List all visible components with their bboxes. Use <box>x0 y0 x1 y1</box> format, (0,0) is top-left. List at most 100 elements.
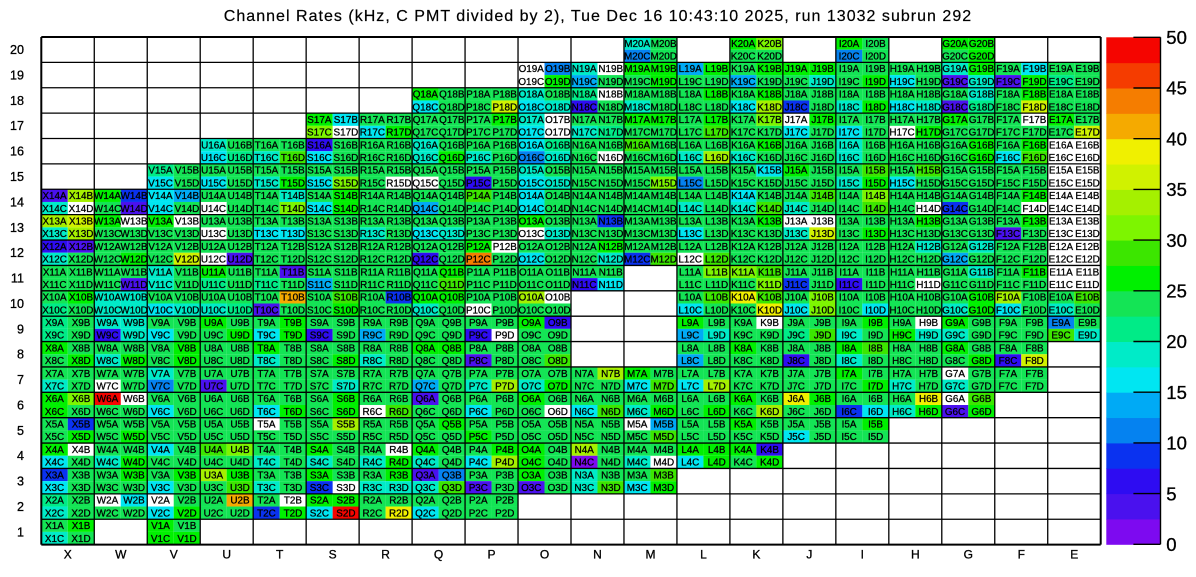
svg-text:M16B: M16B <box>651 140 677 151</box>
svg-text:8: 8 <box>17 348 24 362</box>
svg-text:V3D: V3D <box>177 483 196 494</box>
svg-text:S17A: S17A <box>307 115 332 126</box>
svg-text:F17A: F17A <box>996 115 1020 126</box>
svg-text:M7B: M7B <box>654 369 675 380</box>
svg-text:N17D: N17D <box>598 128 623 139</box>
svg-text:R7A: R7A <box>363 369 383 380</box>
svg-text:F9A: F9A <box>999 318 1018 329</box>
svg-text:K20A: K20A <box>731 39 756 50</box>
svg-text:R13D: R13D <box>386 229 411 240</box>
svg-text:10: 10 <box>10 297 24 311</box>
svg-text:5: 5 <box>1166 483 1176 504</box>
svg-text:U13B: U13B <box>228 217 253 228</box>
svg-text:J13C: J13C <box>785 229 808 240</box>
svg-text:V10B: V10B <box>175 293 200 304</box>
svg-text:T9A: T9A <box>257 318 276 329</box>
svg-text:I13A: I13A <box>839 217 860 228</box>
svg-text:R10B: R10B <box>386 293 411 304</box>
svg-text:R6B: R6B <box>389 394 409 405</box>
svg-text:O9C: O9C <box>521 331 541 342</box>
svg-text:O5A: O5A <box>521 420 541 431</box>
svg-text:S2B: S2B <box>337 496 356 507</box>
svg-text:G10D: G10D <box>969 305 995 316</box>
svg-text:K6A: K6A <box>734 394 753 405</box>
svg-text:M12C: M12C <box>624 255 650 266</box>
svg-text:X6D: X6D <box>71 407 90 418</box>
svg-text:F18A: F18A <box>996 90 1020 101</box>
svg-text:M19A: M19A <box>624 64 650 75</box>
svg-text:K18C: K18C <box>731 102 756 113</box>
svg-text:W3B: W3B <box>123 470 145 481</box>
svg-text:L19D: L19D <box>705 77 729 88</box>
svg-text:H11D: H11D <box>916 280 941 291</box>
svg-text:P6D: P6D <box>495 407 514 418</box>
svg-text:Q9A: Q9A <box>415 318 435 329</box>
svg-text:P16C: P16C <box>466 153 491 164</box>
svg-text:U13A: U13A <box>201 217 226 228</box>
svg-text:H17A: H17A <box>890 115 915 126</box>
svg-text:U15B: U15B <box>228 166 253 177</box>
svg-text:T14B: T14B <box>281 191 305 202</box>
svg-text:T16B: T16B <box>281 140 305 151</box>
svg-text:J18A: J18A <box>785 90 808 101</box>
svg-text:N6D: N6D <box>601 407 621 418</box>
svg-text:S2A: S2A <box>310 496 329 507</box>
svg-text:P18D: P18D <box>492 102 517 113</box>
svg-text:E17B: E17B <box>1075 115 1100 126</box>
svg-text:H17C: H17C <box>889 128 914 139</box>
svg-text:G14B: G14B <box>969 191 995 202</box>
svg-text:R4D: R4D <box>389 458 409 469</box>
svg-text:P15A: P15A <box>466 166 491 177</box>
svg-text:M: M <box>645 547 655 561</box>
svg-text:G20D: G20D <box>969 52 995 63</box>
svg-text:V14C: V14C <box>148 204 173 215</box>
svg-text:N18B: N18B <box>598 90 623 101</box>
svg-text:R5B: R5B <box>389 420 409 431</box>
svg-text:L5B: L5B <box>708 420 726 431</box>
svg-text:I9D: I9D <box>868 331 883 342</box>
svg-text:J10D: J10D <box>811 305 834 316</box>
svg-text:F11B: F11B <box>1023 267 1046 278</box>
svg-text:R9D: R9D <box>389 331 409 342</box>
svg-text:V15C: V15C <box>148 178 173 189</box>
svg-text:K17B: K17B <box>758 115 783 126</box>
svg-text:H13C: H13C <box>889 229 914 240</box>
svg-text:E10C: E10C <box>1049 305 1074 316</box>
svg-text:W2C: W2C <box>97 508 119 519</box>
svg-text:F7A: F7A <box>999 369 1018 380</box>
svg-text:N13C: N13C <box>572 229 597 240</box>
svg-text:V7D: V7D <box>177 381 196 392</box>
svg-text:W11B: W11B <box>121 267 148 278</box>
svg-text:M12D: M12D <box>651 255 677 266</box>
svg-text:F14A: F14A <box>996 191 1020 202</box>
svg-text:Q16A: Q16A <box>413 140 439 151</box>
svg-text:T5C: T5C <box>257 432 276 443</box>
svg-text:I6D: I6D <box>868 407 883 418</box>
svg-text:J12B: J12B <box>811 242 834 253</box>
svg-text:O7B: O7B <box>548 369 568 380</box>
svg-text:Q14B: Q14B <box>439 191 465 202</box>
svg-text:X7A: X7A <box>45 369 64 380</box>
svg-text:R11B: R11B <box>387 267 411 278</box>
svg-text:M19C: M19C <box>624 77 650 88</box>
svg-text:M13A: M13A <box>624 217 650 228</box>
svg-text:U7A: U7A <box>204 369 224 380</box>
svg-text:E12A: E12A <box>1049 242 1074 253</box>
svg-text:K11D: K11D <box>758 280 782 291</box>
svg-text:S7A: S7A <box>310 369 329 380</box>
svg-text:K7C: K7C <box>734 381 753 392</box>
svg-text:O6D: O6D <box>548 407 568 418</box>
svg-text:I8A: I8A <box>842 343 857 354</box>
svg-text:P12D: P12D <box>492 255 517 266</box>
svg-text:U12C: U12C <box>201 255 226 266</box>
svg-text:G9D: G9D <box>971 331 991 342</box>
svg-text:I17D: I17D <box>865 128 886 139</box>
svg-text:K7D: K7D <box>760 381 779 392</box>
svg-text:I15D: I15D <box>865 178 886 189</box>
svg-text:M12B: M12B <box>651 242 677 253</box>
svg-text:N19A: N19A <box>572 64 597 75</box>
svg-text:P18A: P18A <box>466 90 491 101</box>
svg-text:I14A: I14A <box>839 191 860 202</box>
svg-text:T10D: T10D <box>281 305 305 316</box>
svg-text:V5A: V5A <box>151 420 170 431</box>
